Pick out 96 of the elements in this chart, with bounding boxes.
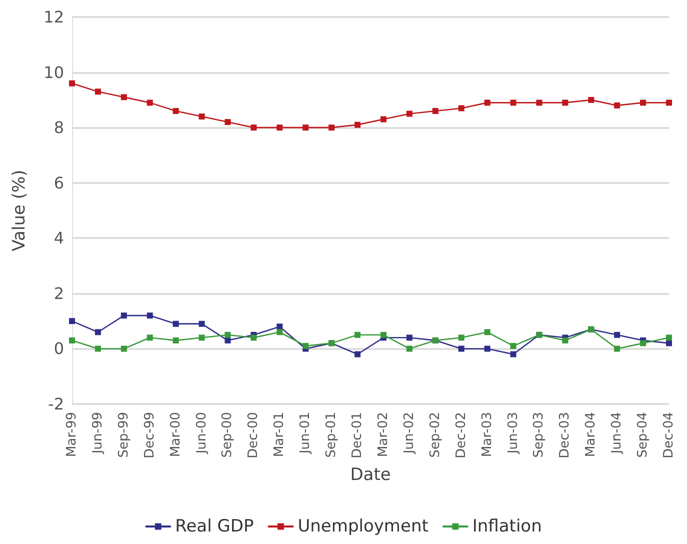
point bbox=[510, 342, 516, 349]
x-tick-label: Mar-00 bbox=[168, 412, 184, 457]
point bbox=[224, 332, 231, 338]
point bbox=[640, 100, 646, 106]
y-tick-label: 0 bbox=[54, 339, 64, 358]
point bbox=[69, 318, 75, 324]
point bbox=[432, 108, 438, 114]
point bbox=[224, 119, 231, 126]
point bbox=[120, 312, 127, 319]
x-axis-title: Date bbox=[350, 464, 391, 485]
point bbox=[458, 105, 464, 112]
legend-label: Real GDP bbox=[175, 516, 254, 536]
point bbox=[94, 329, 101, 336]
point bbox=[328, 124, 335, 131]
point bbox=[640, 340, 646, 346]
point bbox=[146, 312, 153, 319]
point bbox=[120, 94, 127, 100]
point bbox=[276, 124, 283, 131]
point bbox=[666, 340, 672, 346]
x-tick-label: Mar-99 bbox=[64, 412, 80, 457]
x-tick-label: Jun-01 bbox=[298, 412, 314, 455]
x-tick-label: Mar-01 bbox=[272, 412, 288, 457]
x-tick-label: Sep-02 bbox=[428, 412, 443, 458]
point bbox=[146, 334, 153, 341]
point bbox=[302, 342, 309, 349]
x-tick-label: Jun-99 bbox=[90, 412, 106, 455]
x-tick-label: Dec-00 bbox=[246, 412, 262, 458]
point bbox=[276, 324, 283, 330]
point bbox=[172, 320, 179, 327]
point bbox=[536, 100, 542, 106]
point bbox=[458, 346, 464, 352]
point bbox=[172, 337, 179, 344]
point bbox=[666, 100, 672, 106]
x-tick-label: Sep-00 bbox=[220, 412, 236, 458]
point bbox=[562, 337, 568, 344]
y-tick-label: 12 bbox=[44, 8, 64, 26]
x-tick-label: Dec-01 bbox=[350, 412, 366, 458]
point bbox=[120, 346, 127, 352]
x-tick-label: Jun-04 bbox=[610, 412, 625, 455]
y-tick-label: 6 bbox=[54, 173, 64, 192]
point bbox=[276, 329, 283, 336]
point bbox=[250, 334, 257, 341]
point bbox=[510, 100, 516, 106]
point bbox=[458, 334, 464, 341]
x-tick-label: Jun-02 bbox=[402, 412, 417, 455]
point bbox=[94, 346, 101, 352]
point bbox=[562, 100, 568, 106]
y-tick-label: 2 bbox=[54, 284, 64, 303]
point bbox=[250, 124, 257, 131]
x-tick-label: Sep-04 bbox=[636, 412, 651, 458]
point bbox=[510, 351, 516, 358]
point bbox=[146, 100, 153, 106]
y-tick-label: 4 bbox=[54, 228, 64, 248]
point bbox=[484, 100, 490, 106]
x-tick-label: Mar-04 bbox=[584, 412, 599, 457]
y-axis-title: Value (%) bbox=[10, 170, 30, 252]
point bbox=[198, 320, 205, 327]
x-tick-label: Dec-04 bbox=[662, 412, 676, 458]
x-tick-label: Dec-02 bbox=[454, 412, 469, 458]
y-tick-label: -2 bbox=[48, 394, 64, 414]
x-tick-label: Mar-02 bbox=[376, 412, 391, 457]
x-tick-label: Sep-99 bbox=[116, 412, 132, 458]
point bbox=[614, 102, 620, 108]
point bbox=[224, 337, 231, 344]
x-tick-label: Jun-00 bbox=[194, 412, 210, 455]
point bbox=[302, 124, 309, 131]
point bbox=[666, 334, 672, 341]
point bbox=[406, 346, 412, 352]
point bbox=[588, 96, 594, 103]
point bbox=[484, 346, 490, 352]
x-tick-label: Dec-03 bbox=[558, 412, 573, 458]
point bbox=[484, 329, 490, 336]
x-tick-label: Sep-03 bbox=[532, 412, 547, 458]
point bbox=[354, 332, 361, 338]
point bbox=[380, 332, 386, 338]
point bbox=[354, 351, 361, 358]
legend-label: Unemployment bbox=[298, 516, 429, 536]
point bbox=[94, 88, 101, 95]
point bbox=[69, 80, 75, 86]
x-tick-label: Mar-03 bbox=[480, 412, 495, 457]
point bbox=[614, 346, 620, 352]
point bbox=[406, 110, 412, 117]
point bbox=[614, 332, 620, 338]
point bbox=[380, 116, 386, 122]
point bbox=[198, 334, 205, 341]
x-tick-label: Sep-01 bbox=[324, 412, 340, 458]
x-tick-label: Jun-03 bbox=[506, 412, 521, 455]
x-tick-label: Dec-99 bbox=[142, 412, 158, 458]
point bbox=[354, 122, 361, 128]
point bbox=[172, 108, 179, 114]
point bbox=[69, 337, 75, 344]
y-tick-label: 8 bbox=[54, 118, 64, 138]
legend-label: Inflation bbox=[472, 516, 542, 536]
point bbox=[198, 114, 205, 120]
y-tick-label: 10 bbox=[44, 62, 64, 82]
point bbox=[406, 334, 412, 341]
